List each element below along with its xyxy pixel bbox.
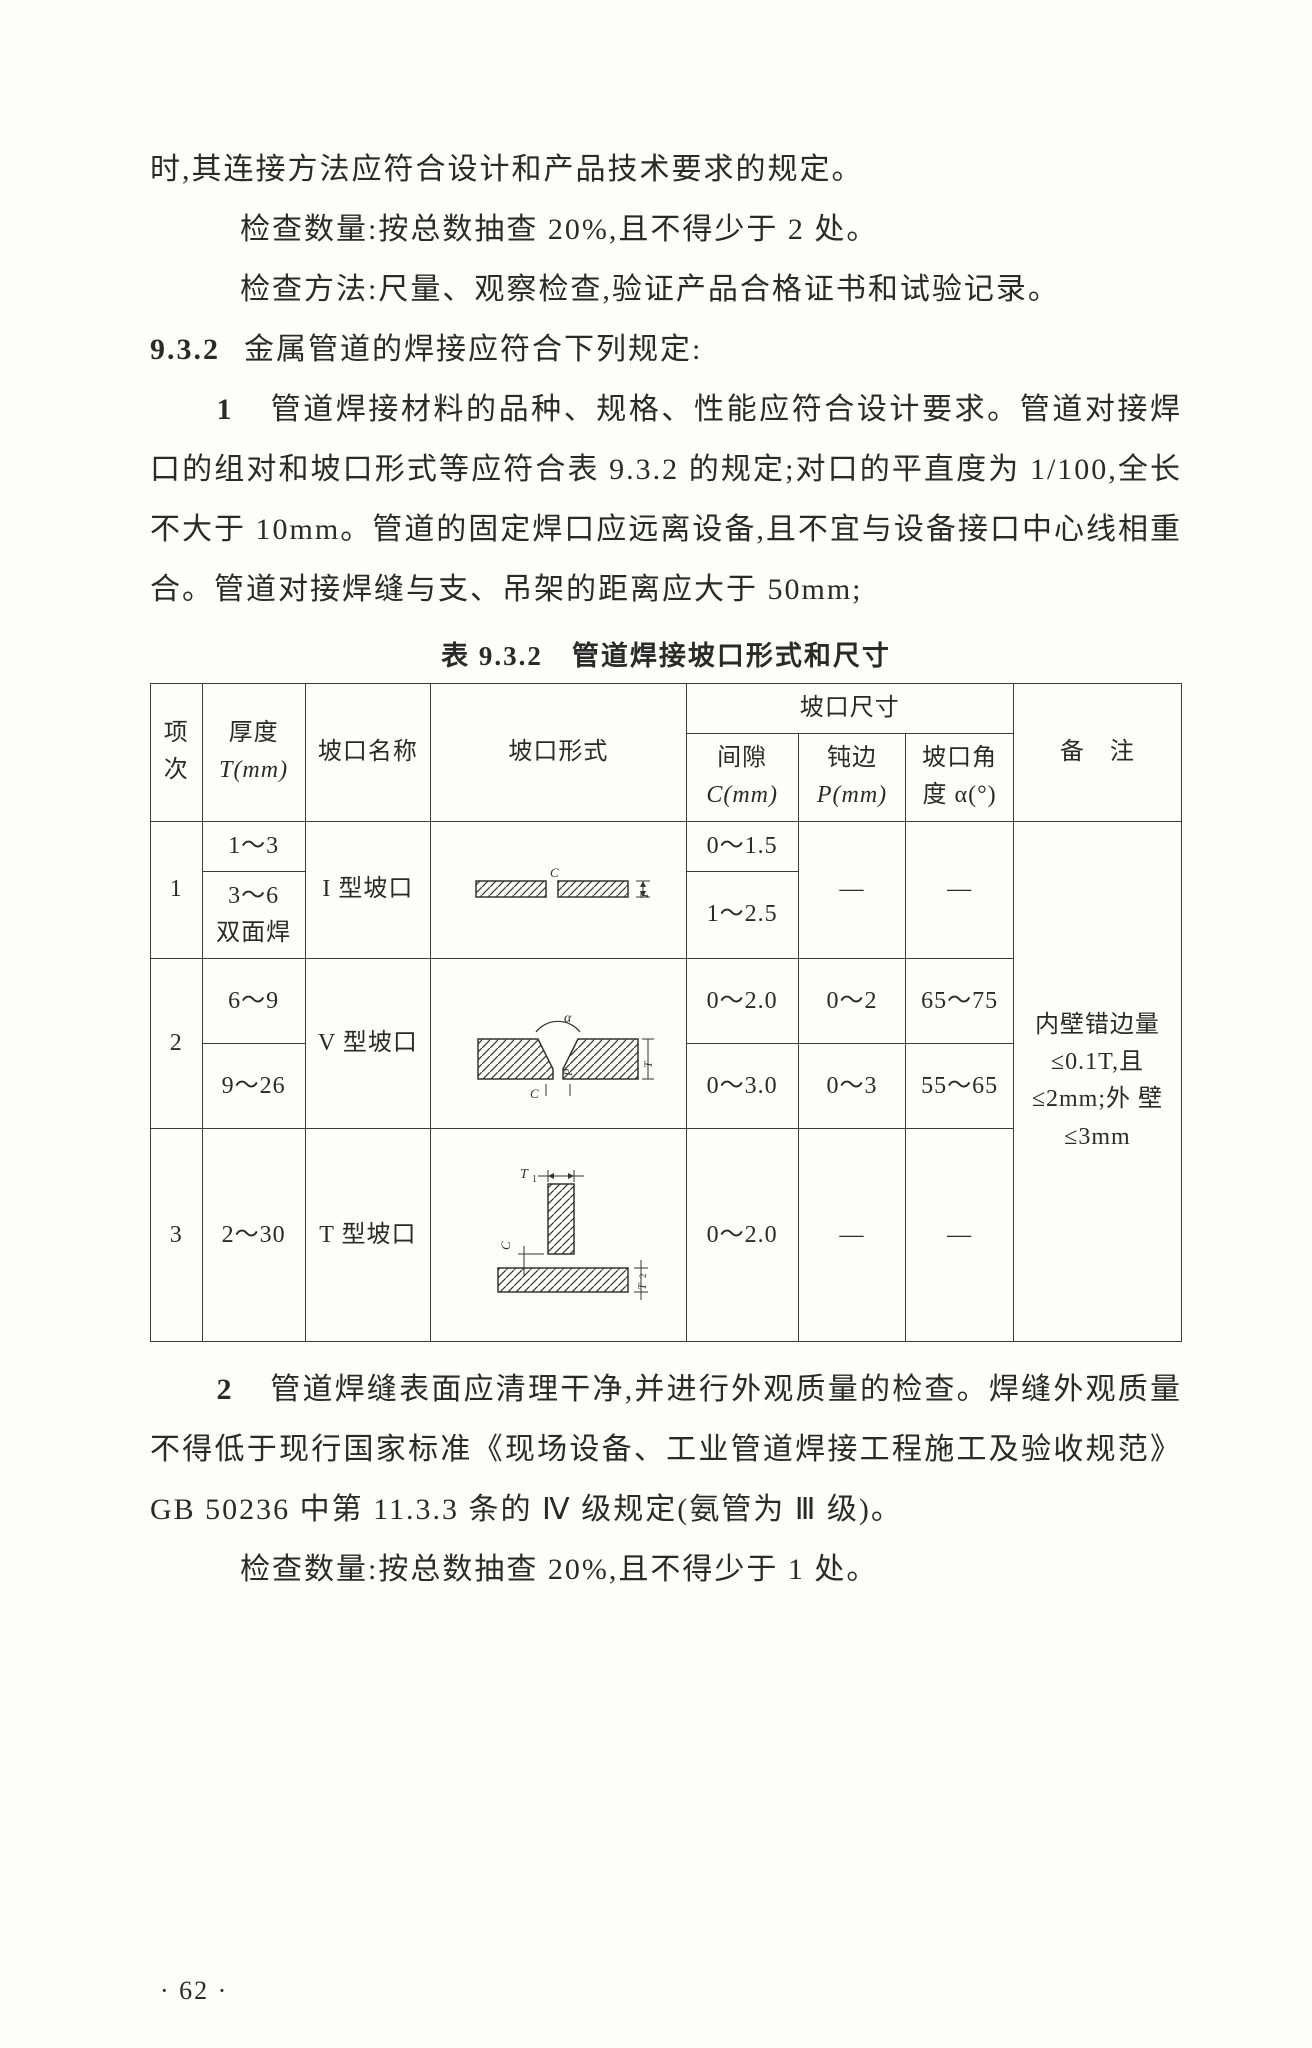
svg-text:2: 2 bbox=[638, 1273, 648, 1279]
r2-no: 2 bbox=[151, 959, 203, 1129]
t-groove-icon: T 1 C T 2 bbox=[458, 1150, 658, 1320]
hdr-hou: 厚度 T(mm) bbox=[202, 684, 305, 822]
paragraph-cont: 时,其连接方法应符合设计和产品技术要求的规定。 bbox=[150, 140, 1182, 200]
section-number: 9.3.2 bbox=[150, 333, 220, 366]
hdr-c-l1: 间隙 bbox=[717, 745, 767, 771]
i-groove-icon: C T bbox=[458, 855, 658, 925]
r1-name: I 型坡口 bbox=[305, 821, 431, 959]
r1-a: — bbox=[906, 821, 1014, 959]
hdr-a-l2: 度 α(°) bbox=[923, 782, 997, 808]
r2-c2: 0～3.0 bbox=[686, 1044, 798, 1129]
item-1-num: 1 bbox=[195, 380, 255, 440]
hdr-p-l1: 钝边 bbox=[827, 745, 877, 771]
r1-t2: 3～6 双面焊 bbox=[202, 871, 305, 958]
item-2: 2管道焊缝表面应清理干净,并进行外观质量的检查。焊缝外观质量不得低于现行国家标准… bbox=[150, 1360, 1182, 1540]
svg-text:C: C bbox=[498, 1240, 513, 1250]
r2-a2: 55～65 bbox=[906, 1044, 1014, 1129]
check-qty-1: 检查数量:按总数抽查 20%,且不得少于 2 处。 bbox=[150, 200, 1182, 260]
page-number: · 62 · bbox=[160, 1976, 228, 2006]
r2-p1: 0～2 bbox=[798, 959, 906, 1044]
r3-p: — bbox=[798, 1129, 906, 1342]
hdr-a-l1: 坡口角 bbox=[922, 745, 997, 771]
svg-text:T: T bbox=[520, 1167, 529, 1182]
hdr-note: 备 注 bbox=[1013, 684, 1181, 822]
r1-t2-l1: 3～6 bbox=[228, 883, 279, 909]
r3-name: T 型坡口 bbox=[305, 1129, 431, 1342]
r3-form-diagram: T 1 C T 2 bbox=[431, 1129, 687, 1342]
r2-a1: 65～75 bbox=[906, 959, 1014, 1044]
item-2-text: 管道焊缝表面应清理干净,并进行外观质量的检查。焊缝外观质量不得低于现行国家标准《… bbox=[150, 1373, 1182, 1526]
item-1: 1管道焊接材料的品种、规格、性能应符合设计要求。管道对接焊口的组对和坡口形式等应… bbox=[150, 380, 1182, 620]
item-1-text: 管道焊接材料的品种、规格、性能应符合设计要求。管道对接焊口的组对和坡口形式等应符… bbox=[150, 393, 1182, 606]
r2-form-diagram: α C T P bbox=[431, 959, 687, 1129]
item-2-num: 2 bbox=[195, 1360, 255, 1420]
svg-text:T: T bbox=[637, 891, 651, 899]
hdr-p: 钝边 P(mm) bbox=[798, 734, 906, 821]
hdr-dim: 坡口尺寸 bbox=[686, 684, 1013, 734]
document-page: 时,其连接方法应符合设计和产品技术要求的规定。 检查数量:按总数抽查 20%,且… bbox=[0, 0, 1312, 2048]
r2-t1: 6～9 bbox=[202, 959, 305, 1044]
v-groove-icon: α C T P bbox=[458, 984, 658, 1104]
hdr-p-l2: P(mm) bbox=[817, 782, 887, 808]
r2-c1: 0～2.0 bbox=[686, 959, 798, 1044]
r2-t2: 9～26 bbox=[202, 1044, 305, 1129]
r1-c2: 1～2.5 bbox=[686, 871, 798, 958]
r2-name: V 型坡口 bbox=[305, 959, 431, 1129]
groove-table: 项次 厚度 T(mm) 坡口名称 坡口形式 坡口尺寸 备 注 间隙 C(mm) … bbox=[150, 683, 1182, 1342]
r2-p2: 0～3 bbox=[798, 1044, 906, 1129]
r1-form-diagram: C T bbox=[431, 821, 687, 959]
table-head: 项次 厚度 T(mm) 坡口名称 坡口形式 坡口尺寸 备 注 间隙 C(mm) … bbox=[151, 684, 1182, 822]
table-body: 1 1～3 I 型坡口 C bbox=[151, 821, 1182, 1342]
hdr-c-l2: C(mm) bbox=[706, 782, 778, 808]
section-9-3-2: 9.3.2 金属管道的焊接应符合下列规定: bbox=[150, 320, 1182, 380]
svg-text:T: T bbox=[641, 1060, 655, 1068]
note-cell: 内壁错边量≤0.1T,且≤2mm;外 壁 ≤3mm bbox=[1013, 821, 1181, 1342]
check-qty-2: 检查数量:按总数抽查 20%,且不得少于 1 处。 bbox=[150, 1540, 1182, 1600]
svg-text:C: C bbox=[530, 1086, 540, 1101]
section-text: 金属管道的焊接应符合下列规定: bbox=[244, 333, 702, 366]
svg-text:P: P bbox=[561, 1067, 575, 1076]
hdr-hou-l1: 厚度 bbox=[229, 720, 279, 746]
svg-text:T: T bbox=[635, 1282, 649, 1290]
svg-text:1: 1 bbox=[532, 1174, 538, 1185]
hdr-hou-l2: T(mm) bbox=[219, 757, 288, 783]
hdr-xiang: 项次 bbox=[151, 684, 203, 822]
check-method: 检查方法:尺量、观察检查,验证产品合格证书和试验记录。 bbox=[150, 260, 1182, 320]
r1-t1: 1～3 bbox=[202, 821, 305, 871]
hdr-a: 坡口角 度 α(°) bbox=[906, 734, 1014, 821]
hdr-form: 坡口形式 bbox=[431, 684, 687, 822]
r1-p: — bbox=[798, 821, 906, 959]
r3-a: — bbox=[906, 1129, 1014, 1342]
table-caption: 表 9.3.2 管道焊接坡口形式和尺寸 bbox=[150, 634, 1182, 673]
svg-text:α: α bbox=[564, 1011, 572, 1026]
r3-c: 0～2.0 bbox=[686, 1129, 798, 1342]
r1-c1: 0～1.5 bbox=[686, 821, 798, 871]
r1-t2-l2: 双面焊 bbox=[216, 920, 291, 946]
svg-text:C: C bbox=[550, 865, 560, 880]
table-row: 1 1～3 I 型坡口 C bbox=[151, 821, 1182, 871]
r3-no: 3 bbox=[151, 1129, 203, 1342]
r1-no: 1 bbox=[151, 821, 203, 959]
r3-t: 2～30 bbox=[202, 1129, 305, 1342]
hdr-c: 间隙 C(mm) bbox=[686, 734, 798, 821]
hdr-name: 坡口名称 bbox=[305, 684, 431, 822]
